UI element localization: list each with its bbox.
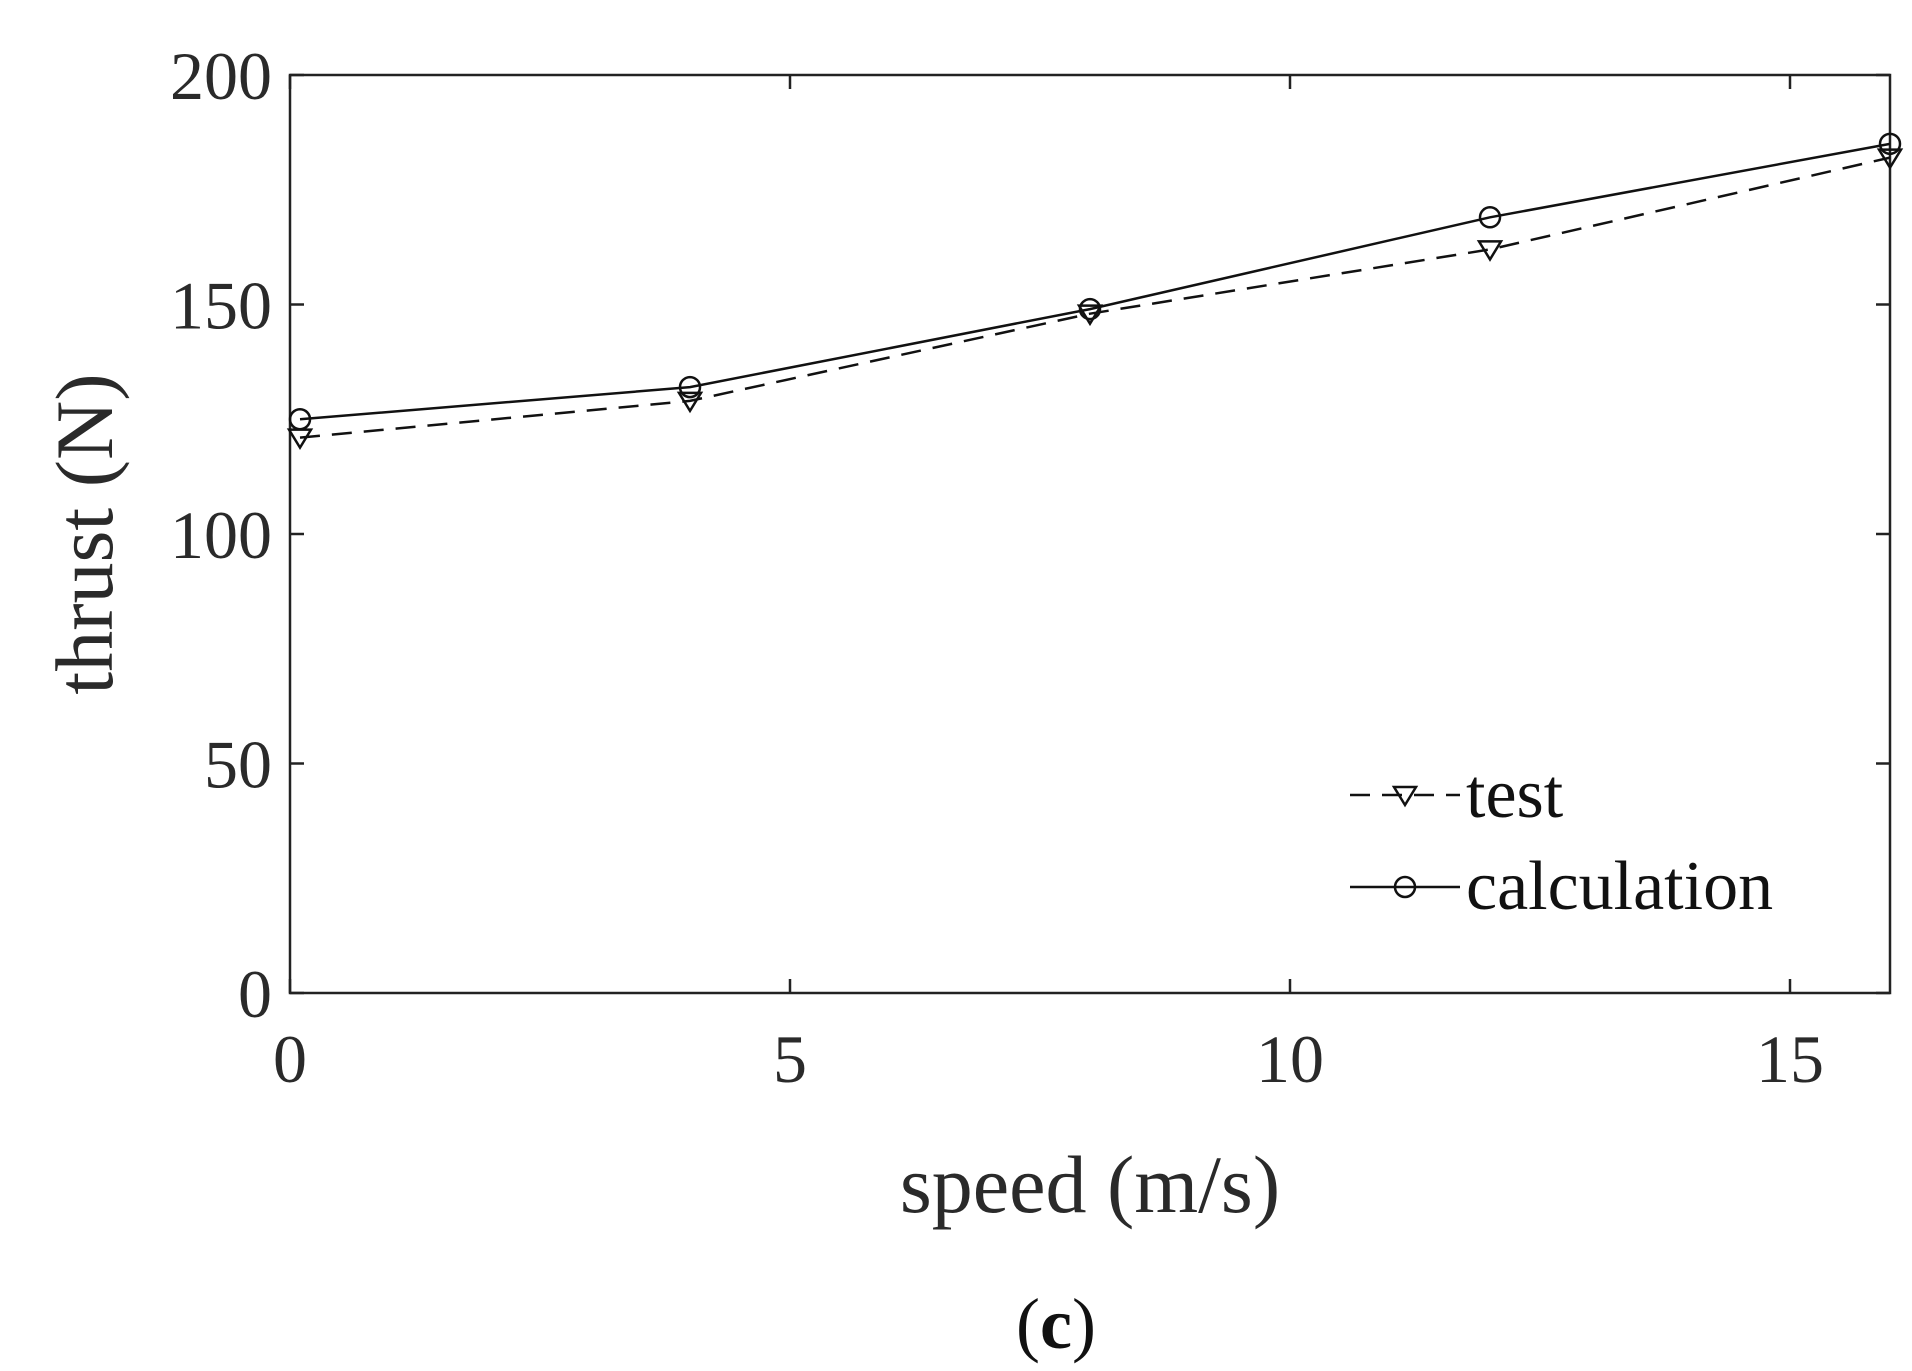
y-tick-label: 200 (170, 38, 272, 114)
series-line-test (299, 156, 1891, 439)
data-point-test (1476, 240, 1504, 262)
y-axis-label: thrust (N) (39, 373, 130, 694)
series-line-calculation (299, 142, 1891, 421)
figure-caption: (c) (1016, 1284, 1096, 1364)
data-point-calculation (1478, 206, 1502, 229)
legend: test calculation (1350, 756, 1773, 925)
y-tick-label: 100 (170, 497, 272, 573)
data-point-test (286, 428, 314, 451)
y-tick-label: 150 (170, 268, 272, 344)
data-point-calculation (1878, 132, 1902, 156)
x-axis-label: speed (m/s) (900, 1139, 1280, 1230)
data-point-test (676, 391, 704, 414)
y-tick-label: 0 (238, 956, 272, 1032)
data-point-test (1076, 304, 1104, 327)
caption-close-paren: ) (1072, 1284, 1096, 1364)
x-tick-label: 10 (1256, 1021, 1324, 1097)
data-point-calculation (678, 375, 702, 399)
legend-test-label: test (1466, 756, 1564, 833)
caption-letter: c (1040, 1284, 1072, 1364)
caption-open-paren: ( (1016, 1284, 1040, 1364)
y-tick-label: 50 (204, 727, 272, 803)
legend-calculation-marker (1393, 875, 1417, 899)
legend-calculation-label: calculation (1466, 848, 1773, 925)
series-layer (286, 132, 1904, 451)
x-axis-ticks: 0 5 10 15 (273, 75, 1824, 1097)
x-tick-label: 0 (273, 1021, 307, 1097)
data-point-calculation (1078, 297, 1102, 321)
y-axis-ticks: 0 50 100 150 200 (170, 38, 1890, 1032)
x-tick-label: 15 (1756, 1021, 1824, 1097)
data-point-test (1876, 148, 1904, 171)
data-point-calculation (288, 408, 312, 431)
legend-test-marker (1391, 785, 1419, 808)
x-tick-label: 5 (773, 1021, 807, 1097)
